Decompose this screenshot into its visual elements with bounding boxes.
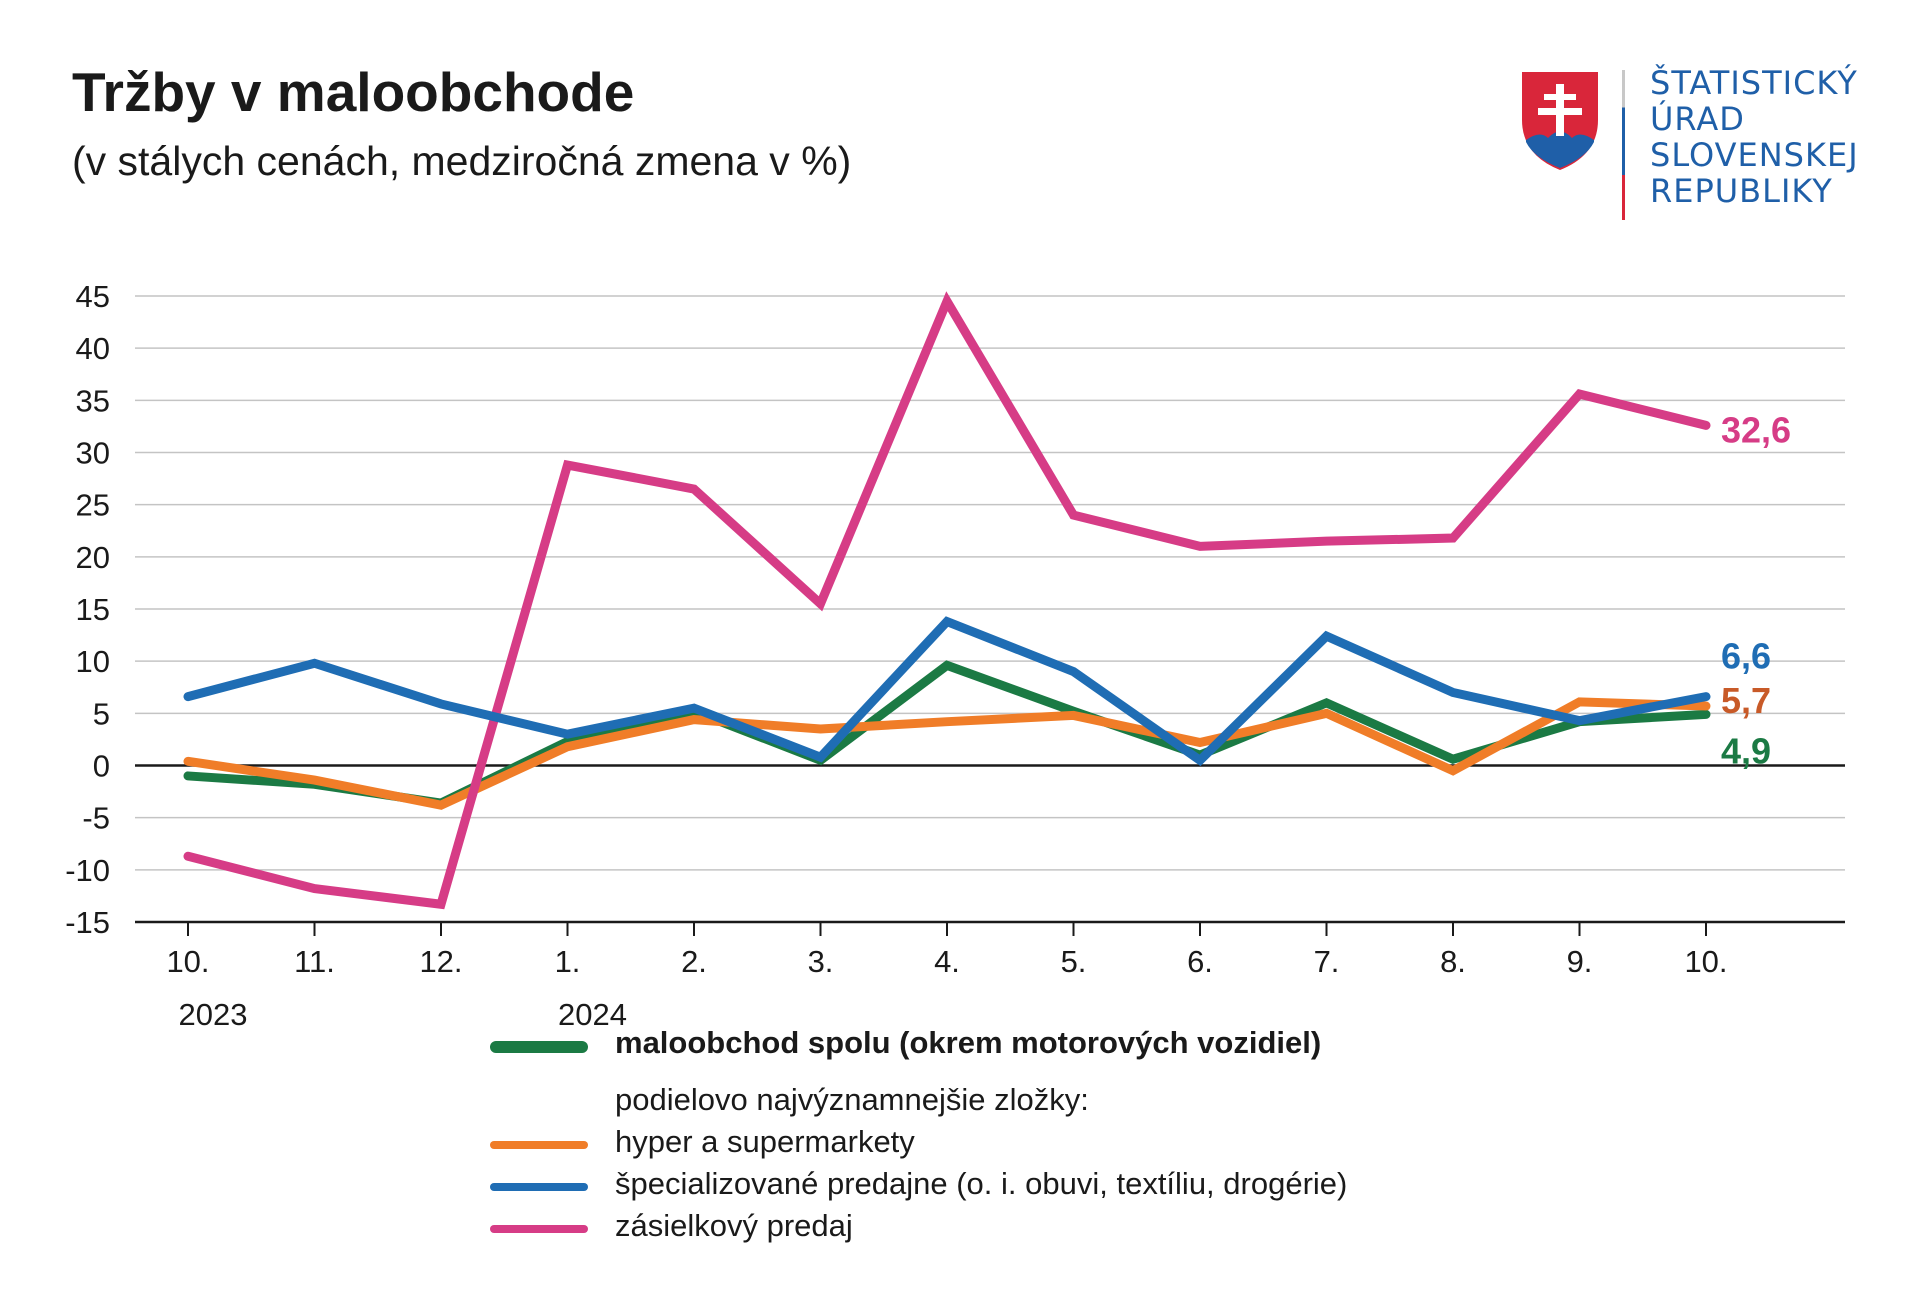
y-tick-label: 30	[76, 436, 110, 471]
series-end-label: 4,9	[1721, 730, 1771, 771]
x-tick-label: 1.	[555, 944, 581, 979]
y-tick-label: 35	[76, 383, 110, 418]
x-tick-label: 7.	[1314, 944, 1340, 979]
x-year-label: 2023	[179, 997, 248, 1032]
x-tick-label: 5.	[1061, 944, 1087, 979]
y-tick-label: -5	[82, 801, 110, 836]
logo-text-line: SLOVENSKEJ	[1650, 136, 1859, 174]
legend-label-specialized: špecializované predajne (o. i. obuvi, te…	[615, 1166, 1348, 1201]
series-line	[183, 697, 1711, 810]
legend-label-total: maloobchod spolu (okrem motorových vozid…	[615, 1025, 1322, 1060]
x-year-label: 2024	[558, 997, 627, 1032]
x-tick-label: 9.	[1567, 944, 1593, 979]
y-tick-label: 5	[93, 696, 110, 731]
y-tick-label: 0	[93, 749, 110, 784]
x-tick-label: 3.	[808, 944, 834, 979]
x-tick-label: 12.	[419, 944, 462, 979]
legend-swatch-hyper	[490, 1141, 588, 1149]
series-end-label: 6,6	[1721, 636, 1771, 677]
slovak-coat-of-arms-icon	[1522, 72, 1598, 170]
y-tick-label: -15	[65, 905, 110, 940]
institution-logo: ŠTATISTICKÝ ÚRAD SLOVENSKEJ REPUBLIKY	[1515, 60, 1895, 220]
series-end-label: 32,6	[1721, 409, 1791, 450]
chart-subtitle: (v stálych cenách, medziročná zmena v %)	[72, 138, 852, 184]
series-line	[183, 616, 1711, 767]
logo-text-line: ÚRAD	[1650, 100, 1745, 138]
logo-text-line: ŠTATISTICKÝ	[1650, 64, 1858, 102]
series-line	[183, 660, 1711, 808]
legend-components-heading: podielovo najvýznamnejšie zložky:	[615, 1082, 1089, 1117]
legend-label-mail-order: zásielkový predaj	[615, 1208, 853, 1243]
legend-swatch-specialized	[490, 1183, 588, 1191]
x-tick-label: 10.	[1684, 944, 1727, 979]
legend-swatch-total	[490, 1041, 588, 1053]
series-line	[183, 291, 1711, 910]
chart-title: Tržby v maloobchode	[72, 61, 635, 123]
y-tick-label: 10	[76, 644, 110, 679]
series-end-label: 5,7	[1721, 680, 1771, 721]
x-tick-label: 8.	[1440, 944, 1466, 979]
y-tick-label: 45	[76, 279, 110, 314]
y-tick-label: 40	[76, 331, 110, 366]
y-tick-label: 25	[76, 488, 110, 523]
x-tick-label: 2.	[681, 944, 707, 979]
y-tick-label: 20	[76, 540, 110, 575]
legend-label-hyper: hyper a supermarkety	[615, 1124, 915, 1159]
x-tick-label: 4.	[934, 944, 960, 979]
logo-divider	[1622, 70, 1625, 220]
x-tick-label: 11.	[294, 944, 335, 979]
y-tick-label: 15	[76, 592, 110, 627]
legend-swatch-mail-order	[490, 1225, 588, 1233]
x-tick-label: 6.	[1187, 944, 1213, 979]
logo-text-line: REPUBLIKY	[1650, 172, 1833, 210]
x-tick-label: 10.	[166, 944, 209, 979]
y-tick-label: -10	[65, 853, 110, 888]
